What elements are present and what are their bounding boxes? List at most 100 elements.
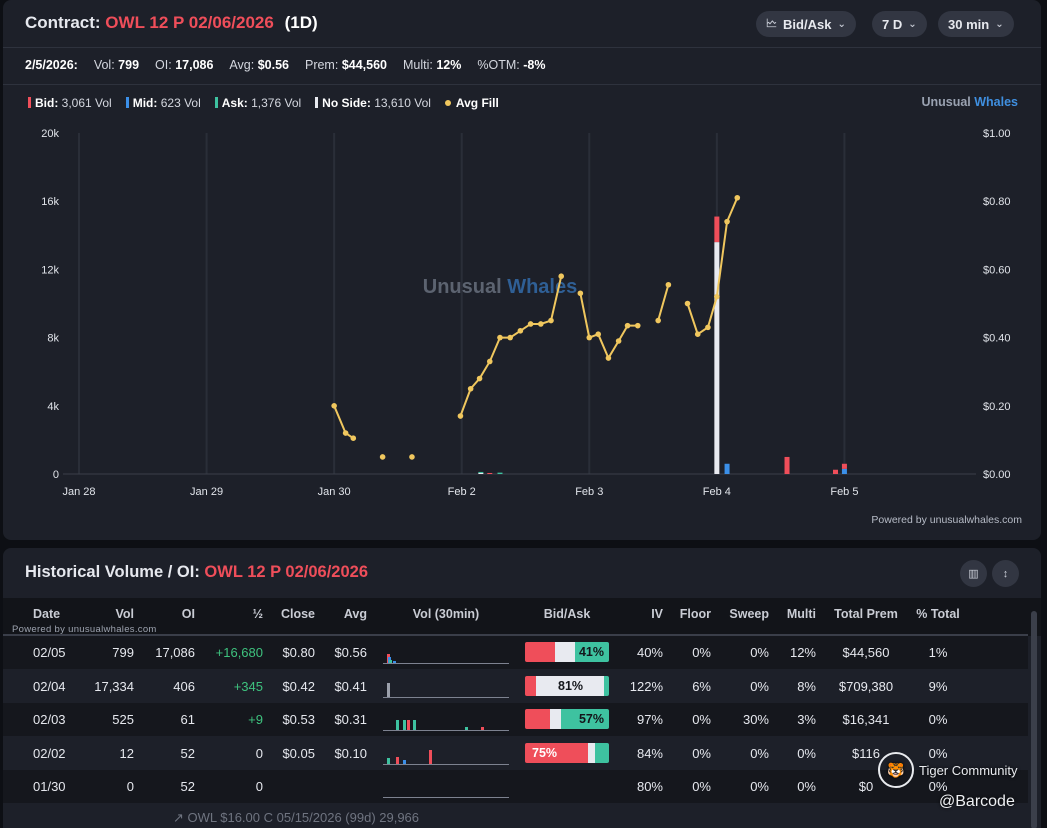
- expand-collapse-button[interactable]: ↕: [992, 560, 1019, 587]
- y-right-tick-label: $0.20: [983, 401, 1011, 413]
- table-scrollbar[interactable]: [1031, 611, 1037, 828]
- mini-volume-bar: [389, 660, 392, 663]
- legend-mid[interactable]: Mid: 623 Vol: [125, 96, 201, 110]
- x-tick-label: Jan 30: [318, 486, 351, 498]
- interval-dropdown[interactable]: 30 min ⌄: [938, 11, 1014, 37]
- history-title: Historical Volume / OI: OWL 12 P 02/06/2…: [25, 563, 368, 582]
- bid-ask-dropdown[interactable]: 🗠 Bid/Ask ⌄: [756, 11, 856, 37]
- avg-fill-point: [486, 358, 493, 365]
- y-left-tick-label: 8k: [47, 333, 59, 345]
- cell-multi: 0%: [797, 745, 816, 761]
- cell-sweep: 0%: [750, 745, 769, 761]
- cell-multi: 0%: [797, 779, 816, 794]
- expand-icon: ↕: [1002, 567, 1009, 580]
- column-header[interactable]: IV: [651, 607, 663, 621]
- bid-ask-segment: [525, 709, 551, 729]
- cell-pct: 0%: [928, 779, 948, 794]
- table-row[interactable]: 02/03 525 61 +9 $0.53 $0.31 97% 0% 30% 3% $16,341 0…: [3, 703, 1028, 736]
- cell-multi: 8%: [797, 678, 816, 694]
- column-header[interactable]: Avg: [343, 607, 367, 621]
- y-right-tick-label: $0.80: [983, 196, 1011, 208]
- cell-prem: $0: [858, 779, 874, 794]
- volume-bar-ask: [497, 472, 503, 474]
- cell-date: 02/03: [33, 712, 66, 727]
- column-header[interactable]: Date: [33, 607, 61, 621]
- volume-bar-ask: [478, 471, 484, 473]
- cell-close: $0.05: [282, 745, 315, 761]
- avg-fill-point: [655, 317, 661, 324]
- legend-ask[interactable]: Ask: 1,376 Vol: [214, 96, 301, 110]
- cell-oi: 17,086: [155, 645, 195, 660]
- columns-toggle-button[interactable]: ▥: [960, 560, 987, 587]
- contract-title: Contract: OWL 12 P 02/06/2026 (1D): [25, 13, 318, 33]
- cell-iv: 40%: [636, 645, 663, 660]
- x-tick-label: Feb 3: [575, 486, 603, 498]
- cell-floor: 6%: [692, 678, 711, 694]
- contract-title-label: Contract:: [25, 13, 101, 32]
- volume-bar-no-side: [714, 242, 720, 474]
- avg-fill-line: [657, 284, 670, 321]
- powered-by[interactable]: Powered by unusualwhales.com: [871, 514, 1022, 526]
- legend-avg-fill[interactable]: Avg Fill: [444, 96, 499, 110]
- legend-bid-value: 3,061 Vol: [61, 96, 112, 110]
- cell-pct: 0%: [928, 712, 948, 727]
- cell-prem: $16,341: [842, 712, 890, 727]
- column-header[interactable]: Close: [280, 607, 315, 621]
- history-title-label: Historical Volume / OI:: [25, 563, 200, 581]
- x-tick-label: Feb 2: [448, 486, 476, 498]
- volume-avg-fill-chart[interactable]: Jan 28 Jan 29 Jan 30 Feb 2 Feb 3 Feb 4 Feb 5 0 4…: [3, 115, 1041, 505]
- cell-sweep: 30%: [742, 712, 769, 727]
- table-row[interactable]: 02/05 799 17,086 +16,680 $0.80 $0.56 40% 0% 0% 12…: [3, 636, 1028, 669]
- stats-date: 2/5/2026:: [25, 58, 78, 72]
- cell-chg: 0: [255, 779, 263, 794]
- range-dropdown[interactable]: 7 D ⌄: [872, 11, 927, 37]
- cell-prem: $116: [852, 745, 880, 761]
- column-header[interactable]: ½: [252, 607, 263, 621]
- table-row[interactable]: 02/02 12 52 0 $0.05 $0.10 84% 0% 0% 0% $116 0% 75%: [3, 736, 1028, 770]
- column-header[interactable]: Floor: [679, 607, 711, 621]
- cell-oi: 52: [180, 745, 195, 761]
- avg-fill-point: [350, 435, 357, 441]
- mini-volume-chart: [383, 676, 509, 698]
- legend-mid-value: 623 Vol: [160, 96, 201, 110]
- cell-close: $0.80: [282, 645, 315, 660]
- mini-volume-bar: [387, 682, 390, 697]
- mini-volume-bar: [387, 757, 390, 764]
- volume-bar-no-side: [478, 472, 484, 474]
- mini-volume-bar: [396, 756, 399, 764]
- x-tick-label: Feb 5: [830, 486, 858, 498]
- column-header[interactable]: Vol (30min): [412, 607, 480, 621]
- avg-fill-point: [457, 413, 464, 419]
- legend-bid[interactable]: Bid: 3,061 Vol: [28, 96, 112, 110]
- cell-date: 01/30: [33, 779, 66, 794]
- chart-watermark: Unusual Whales: [423, 276, 577, 298]
- table-row[interactable]: 01/30 0 52 0 80% 0% 0% 0% $0 0%: [3, 770, 1028, 803]
- brand-logo: Unusual Whales: [921, 95, 1018, 109]
- column-header[interactable]: OI: [181, 607, 195, 621]
- column-header[interactable]: Total Prem: [834, 607, 898, 621]
- column-header[interactable]: % Total: [916, 607, 960, 621]
- column-header[interactable]: Multi: [786, 607, 816, 621]
- avg-fill-point: [507, 334, 513, 341]
- column-header[interactable]: Sweep: [729, 607, 769, 621]
- cell-date: 02/04: [33, 678, 66, 694]
- next-row-peek: ↗ OWL $16.00 C 05/15/2026 (99d) 29,966: [173, 810, 420, 825]
- volume-bar-bid: [714, 216, 720, 243]
- x-tick-label: Feb 4: [703, 486, 731, 498]
- bid-ask-segment: [535, 675, 604, 696]
- x-tick-label: Jan 28: [62, 486, 95, 498]
- table-row[interactable]: 02/04 17,334 406 +345 $0.42 $0.41 122% 6% 0% 8% $7…: [3, 669, 1028, 703]
- avg-fill-point: [342, 430, 349, 436]
- mini-volume-bar: [403, 720, 406, 730]
- column-header[interactable]: Vol: [115, 607, 134, 621]
- legend-no-side[interactable]: No Side: 13,610 Vol: [315, 96, 431, 110]
- column-header[interactable]: Bid/Ask: [543, 607, 591, 621]
- cell-prem: $709,380: [838, 678, 894, 694]
- volume-bar-bid: [841, 463, 847, 469]
- bid-ask-segment: [561, 709, 609, 729]
- contract-timeframe: (1D): [284, 13, 318, 32]
- contract-name[interactable]: OWL 12 P 02/06/2026: [105, 13, 274, 32]
- avg-fill-point: [476, 375, 483, 382]
- stat-otm-value: -8%: [523, 58, 546, 72]
- line-chart-icon: 🗠: [766, 17, 778, 30]
